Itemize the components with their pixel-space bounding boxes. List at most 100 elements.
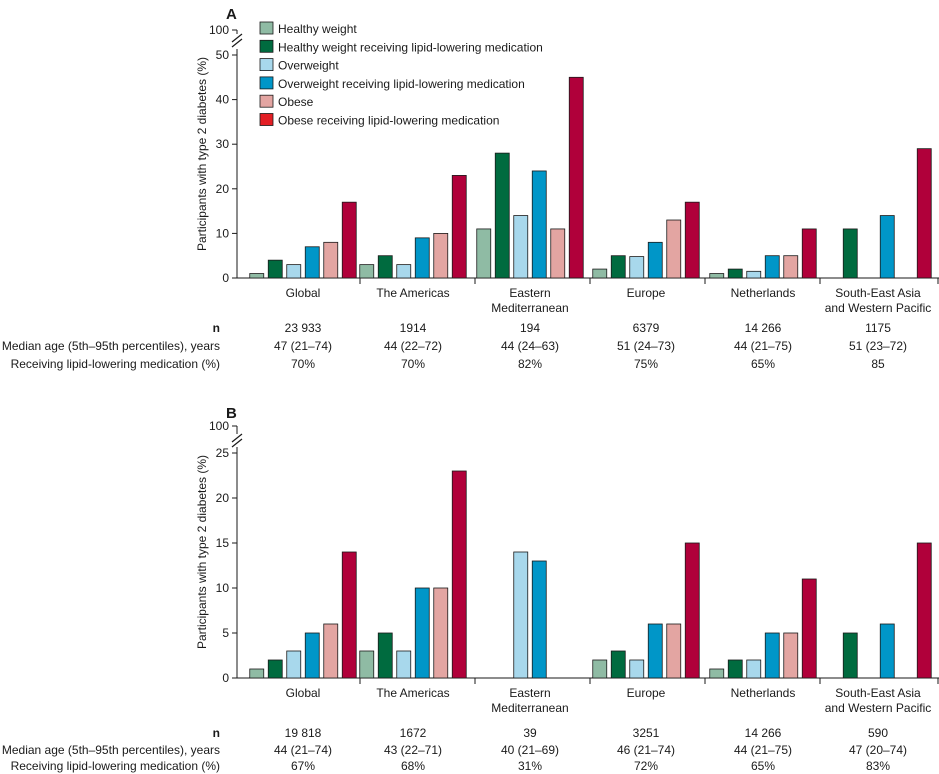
x-category-label: Europe: [627, 286, 666, 300]
axis-break-mark: [231, 438, 243, 448]
x-category-label: Netherlands: [731, 286, 796, 300]
axis-break-mark: [231, 33, 243, 43]
axis-break-mark: [231, 38, 243, 48]
bar-b-4-3: [764, 632, 780, 679]
table-row-label-n: n: [213, 321, 220, 335]
x-category-label: Eastern: [509, 686, 550, 700]
x-category-label: Europe: [627, 686, 666, 700]
bar-b-2-2: [513, 551, 529, 679]
table-cell-n: 39: [523, 726, 537, 740]
y-axis-label: Participants with type 2 diabetes (%): [195, 455, 209, 649]
bar-a-3-4: [666, 219, 682, 279]
y-tick-label: 25: [216, 446, 230, 460]
bar-b-1-3: [414, 587, 430, 679]
legend-label: Overweight receiving lipid-lowering medi…: [278, 77, 525, 91]
y-tick-label: 10: [216, 581, 230, 595]
table-cell-age: 51 (24–73): [617, 339, 675, 353]
table-cell-age: 44 (21–75): [734, 743, 792, 757]
bar-b-5-5: [916, 542, 932, 679]
x-category-label: The Americas: [376, 286, 449, 300]
bar-a-4-2: [746, 270, 762, 279]
bar-a-3-0: [592, 268, 608, 279]
bar-a-3-1: [610, 255, 626, 279]
bar-b-0-5: [341, 551, 357, 679]
axis-break-mark: [231, 433, 243, 443]
bar-a-2-0: [476, 228, 492, 279]
bar-b-3-2: [629, 659, 645, 679]
table-cell-n: 14 266: [745, 321, 782, 335]
bar-a-3-3: [647, 241, 663, 279]
x-category-label: Mediterranean: [491, 701, 568, 715]
bar-b-3-0: [592, 659, 608, 679]
table-row-label-lipid: Receiving lipid-lowering medication (%): [11, 357, 220, 371]
panel-label: B: [226, 405, 237, 422]
x-category-label: Mediterranean: [491, 301, 568, 315]
bar-a-4-1: [727, 268, 743, 279]
bar-b-1-0: [359, 650, 375, 679]
bar-a-4-3: [764, 255, 780, 279]
legend-label: Healthy weight: [278, 22, 357, 36]
table-cell-lipid: 82%: [518, 357, 542, 371]
bar-a-2-4: [550, 228, 566, 279]
bar-b-5-3: [879, 623, 895, 679]
bar-b-0-2: [286, 650, 302, 679]
y-tick-label: 15: [216, 536, 230, 550]
table-cell-lipid: 72%: [634, 759, 658, 773]
bar-a-4-4: [783, 255, 799, 279]
table-cell-lipid: 68%: [401, 759, 425, 773]
table-cell-lipid: 70%: [291, 357, 315, 371]
table-cell-lipid: 83%: [866, 759, 890, 773]
y-tick-label: 0: [222, 271, 229, 285]
bar-a-0-2: [286, 264, 302, 279]
table-cell-age: 47 (21–74): [274, 339, 332, 353]
table-cell-n: 19 818: [285, 726, 322, 740]
bar-a-0-5: [341, 201, 357, 279]
table-cell-n: 1672: [400, 726, 427, 740]
y-tick-label: 10: [216, 226, 230, 240]
table-cell-n: 194: [520, 321, 540, 335]
bar-a-1-0: [359, 264, 375, 279]
table-cell-lipid: 65%: [751, 759, 775, 773]
table-cell-age: 43 (22–71): [384, 743, 442, 757]
bar-a-1-5: [451, 175, 467, 279]
bar-b-3-3: [647, 623, 663, 679]
y-tick-label: 40: [216, 93, 230, 107]
table-cell-age: 51 (23–72): [849, 339, 907, 353]
y-axis-label: Participants with type 2 diabetes (%): [195, 57, 209, 251]
table-cell-n: 590: [868, 726, 888, 740]
bar-a-4-0: [709, 273, 725, 279]
bar-a-3-2: [629, 256, 645, 279]
bar-a-5-3: [879, 215, 895, 279]
y-tick-label: 100: [209, 419, 229, 433]
bar-b-0-0: [249, 668, 265, 679]
bar-a-1-1: [377, 255, 393, 279]
legend-swatch: [259, 94, 274, 108]
bar-a-0-4: [323, 241, 339, 279]
bar-a-2-5: [568, 76, 584, 279]
y-tick-label: 20: [216, 491, 230, 505]
table-cell-lipid: 70%: [401, 357, 425, 371]
y-tick-label: 5: [222, 626, 229, 640]
table-cell-lipid: 75%: [634, 357, 658, 371]
x-category-label: and Western Pacific: [825, 301, 932, 315]
legend-label: Obese receiving lipid-lowering medicatio…: [278, 114, 499, 128]
bar-b-4-1: [727, 659, 743, 679]
bar-b-5-1: [842, 632, 858, 679]
x-category-label: South-East Asia: [835, 686, 921, 700]
x-category-label: and Western Pacific: [825, 701, 932, 715]
table-cell-age: 47 (20–74): [849, 743, 907, 757]
table-cell-age: 44 (21–75): [734, 339, 792, 353]
y-tick-label: 100: [209, 23, 229, 37]
x-category-label: South-East Asia: [835, 286, 921, 300]
legend-swatch: [259, 21, 274, 35]
table-cell-lipid: 65%: [751, 357, 775, 371]
table-cell-n: 1175: [865, 321, 891, 335]
x-category-label: The Americas: [376, 686, 449, 700]
table-cell-age: 40 (21–69): [501, 743, 559, 757]
bar-b-4-2: [746, 659, 762, 679]
legend-swatch: [259, 58, 274, 71]
bar-b-4-0: [709, 668, 725, 679]
table-cell-lipid: 85: [871, 357, 885, 371]
table-cell-age: 44 (21–74): [274, 743, 332, 757]
